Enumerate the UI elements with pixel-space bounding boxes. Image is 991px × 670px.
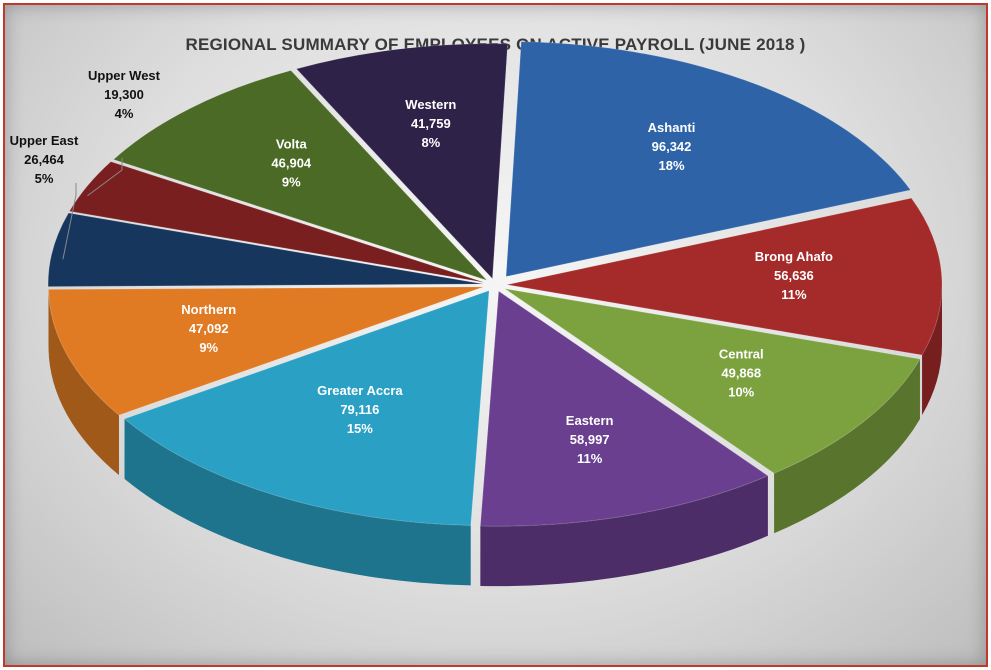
slice-percent-label: 5% xyxy=(35,171,54,186)
slice-percent-label: 8% xyxy=(421,135,440,150)
slice-value-label: 58,997 xyxy=(570,432,610,447)
pie-slice-greater-accra xyxy=(123,289,490,526)
pie-slice-eastern xyxy=(479,290,769,527)
pie-tops xyxy=(47,41,943,527)
slice-value-label: 49,868 xyxy=(721,366,761,381)
slice-label: Upper East xyxy=(10,133,79,148)
slice-label: Eastern xyxy=(566,413,614,428)
pie-side-eastern xyxy=(480,475,768,587)
slice-value-label: 56,636 xyxy=(774,268,814,283)
slice-value-label: 19,300 xyxy=(104,87,144,102)
slice-value-label: 26,464 xyxy=(24,152,65,167)
slice-value-label: 79,116 xyxy=(340,402,379,417)
leader-line xyxy=(87,158,123,197)
leader-line xyxy=(62,183,77,260)
slice-label: Upper West xyxy=(88,68,161,83)
slice-percent-label: 4% xyxy=(115,106,134,121)
slice-percent-label: 11% xyxy=(781,287,807,302)
slice-label: Western xyxy=(405,97,456,112)
pie-slice-upper-west xyxy=(68,161,485,283)
slice-percent-label: 9% xyxy=(282,175,301,190)
slice-percent-label: 9% xyxy=(199,340,218,355)
pie-side-greater-accra xyxy=(124,418,471,586)
pie-slice-volta xyxy=(112,69,489,282)
pie-slice-ashanti xyxy=(505,41,912,278)
slice-percent-label: 10% xyxy=(728,385,754,400)
pie-sides xyxy=(48,284,942,587)
slice-label: Volta xyxy=(276,137,308,152)
slice-label: Greater Accra xyxy=(317,383,403,398)
slice-percent-label: 18% xyxy=(659,158,685,173)
slice-value-label: 96,342 xyxy=(652,139,692,154)
pie-labels: Ashanti 96,342 18% Brong Ahafo 56,636 11% Cent… xyxy=(10,68,833,466)
pie-slice-upper-east xyxy=(47,212,484,288)
slice-percent-label: 15% xyxy=(347,421,373,436)
slice-label: Northern xyxy=(181,302,236,317)
pie-slice-western xyxy=(295,43,509,280)
slice-value-label: 47,092 xyxy=(189,321,229,336)
pie-slice-northern xyxy=(48,286,484,416)
slice-value-label: 46,904 xyxy=(271,156,312,171)
slice-label: Central xyxy=(719,347,764,362)
pie-side-northern xyxy=(48,289,119,476)
pie-side-central xyxy=(774,358,920,534)
pie-slice-central xyxy=(504,288,921,474)
pie-slice-brong-ahafo xyxy=(506,197,943,356)
slice-label: Ashanti xyxy=(648,120,696,135)
pie-side-brong-ahafo xyxy=(922,284,942,416)
slice-label: Brong Ahafo xyxy=(755,249,833,264)
slice-value-label: 41,759 xyxy=(411,116,451,131)
slice-percent-label: 11% xyxy=(577,451,603,466)
